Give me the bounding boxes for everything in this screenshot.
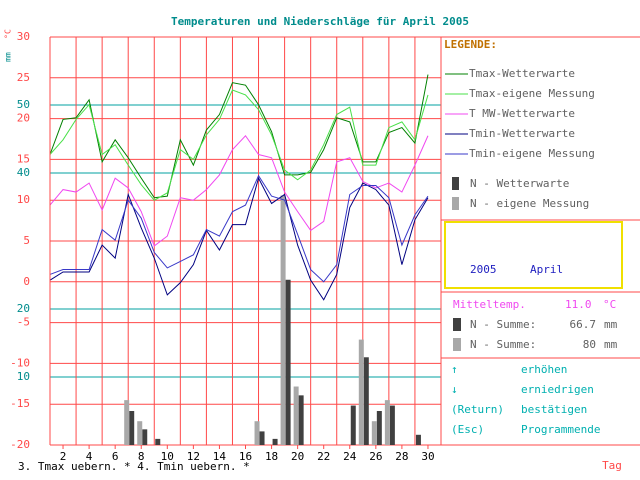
x-tick-label: 2 <box>60 450 67 463</box>
mean-unit: °C <box>603 298 616 311</box>
y-tick-label: 5 <box>23 234 30 247</box>
legend-swatch <box>452 197 459 210</box>
key-action[interactable]: bestätigen <box>521 403 587 416</box>
x-tick-label: 16 <box>239 450 252 463</box>
status-line: 3. Tmax uebern. * 4. Tmin uebern. * <box>18 460 250 473</box>
key-name[interactable]: ↓ <box>451 383 458 396</box>
x-tick-label: 14 <box>213 450 227 463</box>
x-tick-label: 26 <box>369 450 382 463</box>
precip-bar <box>280 195 286 445</box>
y-tick-label: -20 <box>10 438 30 451</box>
sum-value: 80 <box>583 338 596 351</box>
x-tick-label: 8 <box>138 450 145 463</box>
x-tick-label: 22 <box>317 450 330 463</box>
precip-bar <box>298 395 304 445</box>
precip-bar <box>155 438 161 445</box>
legend-label: T MW-Wetterwarte <box>469 107 575 120</box>
precip-bar <box>259 431 265 445</box>
x-tick-label: 20 <box>291 450 304 463</box>
y-tick-label: -15 <box>10 397 30 410</box>
x-tick-label: 6 <box>112 450 119 463</box>
precip-bar <box>376 411 382 445</box>
legend-swatch <box>452 177 459 190</box>
month[interactable]: April <box>530 263 563 276</box>
y-tick-label: 25 <box>17 71 30 84</box>
y2-axis-unit: mm <box>4 52 13 62</box>
x-tick-label: 24 <box>343 450 357 463</box>
legend-label: Tmin-eigene Messung <box>469 147 595 160</box>
key-action[interactable]: erhöhen <box>521 363 567 376</box>
x-tick-label: 12 <box>187 450 200 463</box>
mean-value: 11.0 <box>565 298 592 311</box>
x-tick-label: 4 <box>86 450 93 463</box>
temp-line <box>49 89 429 201</box>
sum-label: N - Summe: <box>470 318 536 331</box>
y-tick-label: 30 <box>17 30 30 43</box>
key-action[interactable]: Programmende <box>521 423 600 436</box>
precip-bar <box>129 411 135 445</box>
x-tick-label: 18 <box>265 450 278 463</box>
temp-line <box>49 74 429 199</box>
sum-swatch <box>453 338 461 351</box>
legend-label: Tmax-Wetterwarte <box>469 67 575 80</box>
y-tick-label: 10 <box>17 193 30 206</box>
key-name[interactable]: ↑ <box>451 363 458 376</box>
chart-title: Temperaturen und Niederschläge für April… <box>171 15 469 28</box>
y-tick-label: 20 <box>17 112 30 125</box>
precip-bar <box>371 421 377 445</box>
temp-line <box>49 134 429 247</box>
key-name[interactable]: (Return) <box>451 403 504 416</box>
precip-bar <box>272 438 278 445</box>
x-tick-label: 30 <box>421 450 434 463</box>
precip-bar <box>384 400 390 445</box>
y-tick-label: -5 <box>17 316 30 329</box>
y2-tick-label: 20 <box>17 302 30 315</box>
y2-tick-label: 40 <box>17 166 30 179</box>
legend-label: Tmax-eigene Messung <box>469 87 595 100</box>
temp-line <box>49 174 429 283</box>
sum-label: N - Summe: <box>470 338 536 351</box>
precip-bar <box>254 421 260 445</box>
key-name[interactable]: (Esc) <box>451 423 484 436</box>
precip-bar <box>285 279 291 445</box>
y-tick-label: 15 <box>17 152 30 165</box>
x-tick-label: 28 <box>395 450 408 463</box>
y2-tick-label: 10 <box>17 370 30 383</box>
legend-label: N - eigene Messung <box>470 197 589 210</box>
precip-bar <box>389 405 395 445</box>
x-axis-label: Tag <box>602 459 622 472</box>
legend-label: Tmin-Wetterwarte <box>469 127 575 140</box>
precip-bar <box>350 405 356 445</box>
temp-line <box>49 176 429 301</box>
sum-unit: mm <box>604 318 618 331</box>
y-axis-unit: °C <box>4 29 13 39</box>
precip-bar <box>358 339 364 445</box>
sum-unit: mm <box>604 338 618 351</box>
legend-title: LEGENDE: <box>444 38 497 51</box>
y2-tick-label: 50 <box>17 98 30 111</box>
key-action[interactable]: erniedrigen <box>521 383 594 396</box>
precip-bar <box>415 434 421 445</box>
sum-value: 66.7 <box>570 318 597 331</box>
y-tick-label: 0 <box>23 275 30 288</box>
x-tick-label: 10 <box>161 450 174 463</box>
sum-swatch <box>453 318 461 331</box>
precip-bar <box>137 421 143 445</box>
precip-bar <box>293 386 299 445</box>
precip-bar <box>124 400 130 445</box>
legend-label: N - Wetterwarte <box>470 177 569 190</box>
mean-label: Mitteltemp. <box>453 298 526 311</box>
y-tick-label: -10 <box>10 356 30 369</box>
year[interactable]: 2005 <box>470 263 497 276</box>
precip-bar <box>363 357 369 445</box>
precip-bar <box>142 429 148 445</box>
date-box <box>444 221 623 289</box>
